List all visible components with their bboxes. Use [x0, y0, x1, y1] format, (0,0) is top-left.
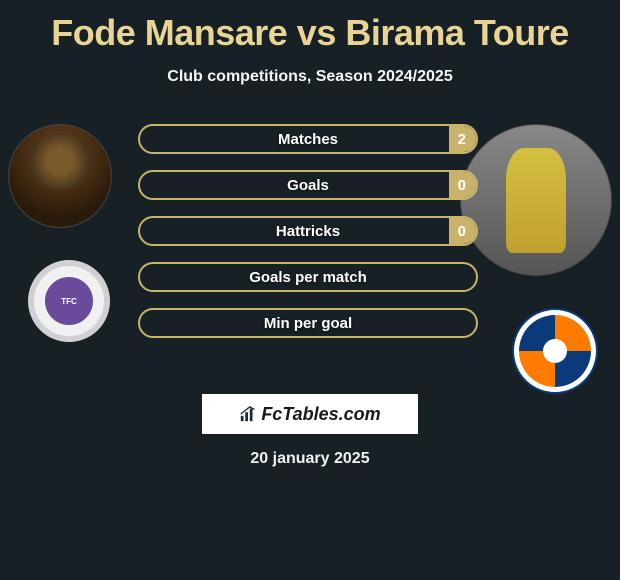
- stat-value: 0: [458, 177, 466, 194]
- stat-label: Hattricks: [276, 223, 340, 240]
- stat-label: Min per goal: [264, 315, 352, 332]
- stat-label: Matches: [278, 131, 338, 148]
- stats-container: Matches 2 Goals 0 Hattricks 0 Goals per …: [138, 124, 478, 354]
- stat-value: 2: [458, 131, 466, 148]
- date-label: 20 january 2025: [0, 450, 620, 468]
- page-title: Fode Mansare vs Birama Toure: [0, 0, 620, 54]
- branding-text: FcTables.com: [261, 404, 380, 425]
- montpellier-badge-icon: [519, 315, 591, 387]
- toulouse-badge-icon: TFC: [41, 273, 97, 329]
- stat-bar-matches: Matches 2: [138, 124, 478, 154]
- stat-bar-hattricks: Hattricks 0: [138, 216, 478, 246]
- player-left-avatar: [8, 124, 112, 228]
- stat-value: 0: [458, 223, 466, 240]
- stat-label: Goals per match: [249, 269, 367, 286]
- player-right-club-badge: [512, 308, 598, 394]
- player-left-club-badge: TFC: [28, 260, 110, 342]
- stat-label: Goals: [287, 177, 329, 194]
- chart-icon: [239, 405, 257, 423]
- stat-bar-min-per-goal: Min per goal: [138, 308, 478, 338]
- player-right-avatar: [460, 124, 612, 276]
- branding-badge: FcTables.com: [202, 394, 418, 434]
- stat-bar-goals: Goals 0: [138, 170, 478, 200]
- stat-bar-goals-per-match: Goals per match: [138, 262, 478, 292]
- subtitle: Club competitions, Season 2024/2025: [0, 68, 620, 86]
